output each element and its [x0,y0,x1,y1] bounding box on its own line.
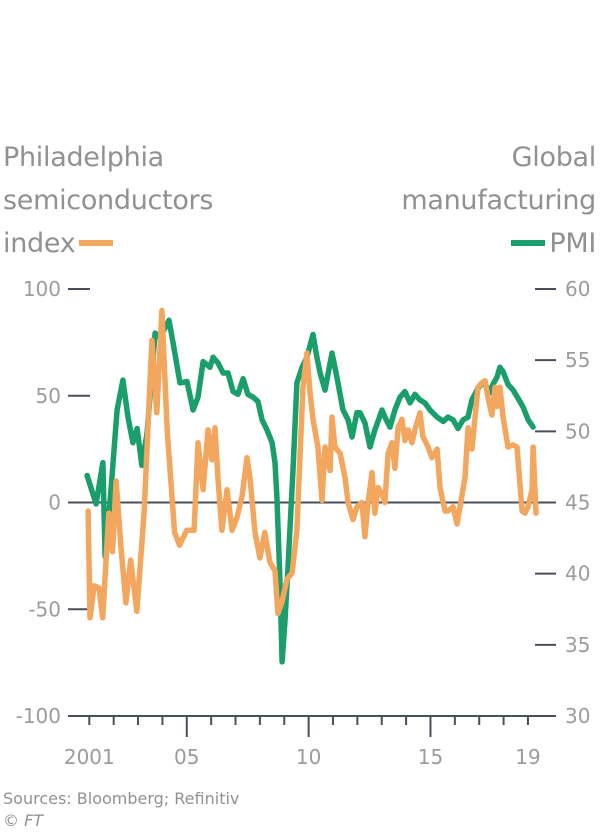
right-y-tick-label: 55 [565,348,590,372]
right-title-line-2: manufacturing [401,185,596,216]
source-text: Sources: Bloomberg; Refinitiv [3,789,240,808]
x-tick-label: 05 [174,745,199,769]
semis-legend-swatch [79,239,114,246]
left-y-tick-label: 50 [36,384,61,408]
left-y-tick-label: 0 [48,491,61,515]
left-axis-title: Philadelphia semiconductors index [3,136,213,265]
x-tick-label: 15 [418,745,443,769]
left-y-tick-label: 100 [23,277,61,301]
pmi-legend-swatch [511,239,546,246]
right-title-line-3: PMI [401,222,596,265]
pmi-line [84,317,536,665]
semis-index-line [85,307,539,621]
left-title-word: index [3,228,76,259]
copyright-text: © FT [3,811,44,830]
left-title-line-1: Philadelphia [3,142,164,173]
right-y-tick-label: 60 [565,277,590,301]
x-tick-label: 19 [515,745,540,769]
right-title-line-1: Global [511,142,597,173]
left-y-tick-label: -100 [16,704,61,728]
right-y-tick-label: 30 [565,704,590,728]
source-note: Sources: Bloomberg; Refinitiv © FT [3,788,239,832]
left-y-tick-label: -50 [28,597,61,621]
right-y-tick-label: 50 [565,419,590,443]
right-y-tick-label: 45 [565,491,590,515]
right-title-word: PMI [549,228,596,259]
axes-layer: 100 50 0 -50 -100 60 55 50 45 40 35 30 2001 05 10 15 19 [16,277,591,769]
right-axis-title: Global manufacturing PMI [401,136,596,265]
x-tick-label: 2001 [64,745,115,769]
left-title-line-2: semiconductors [3,185,214,216]
left-title-line-3: index [3,222,213,265]
x-tick-label: 10 [296,745,321,769]
series-layer [84,307,539,665]
right-y-tick-label: 35 [565,633,590,657]
right-y-tick-label: 40 [565,562,590,586]
